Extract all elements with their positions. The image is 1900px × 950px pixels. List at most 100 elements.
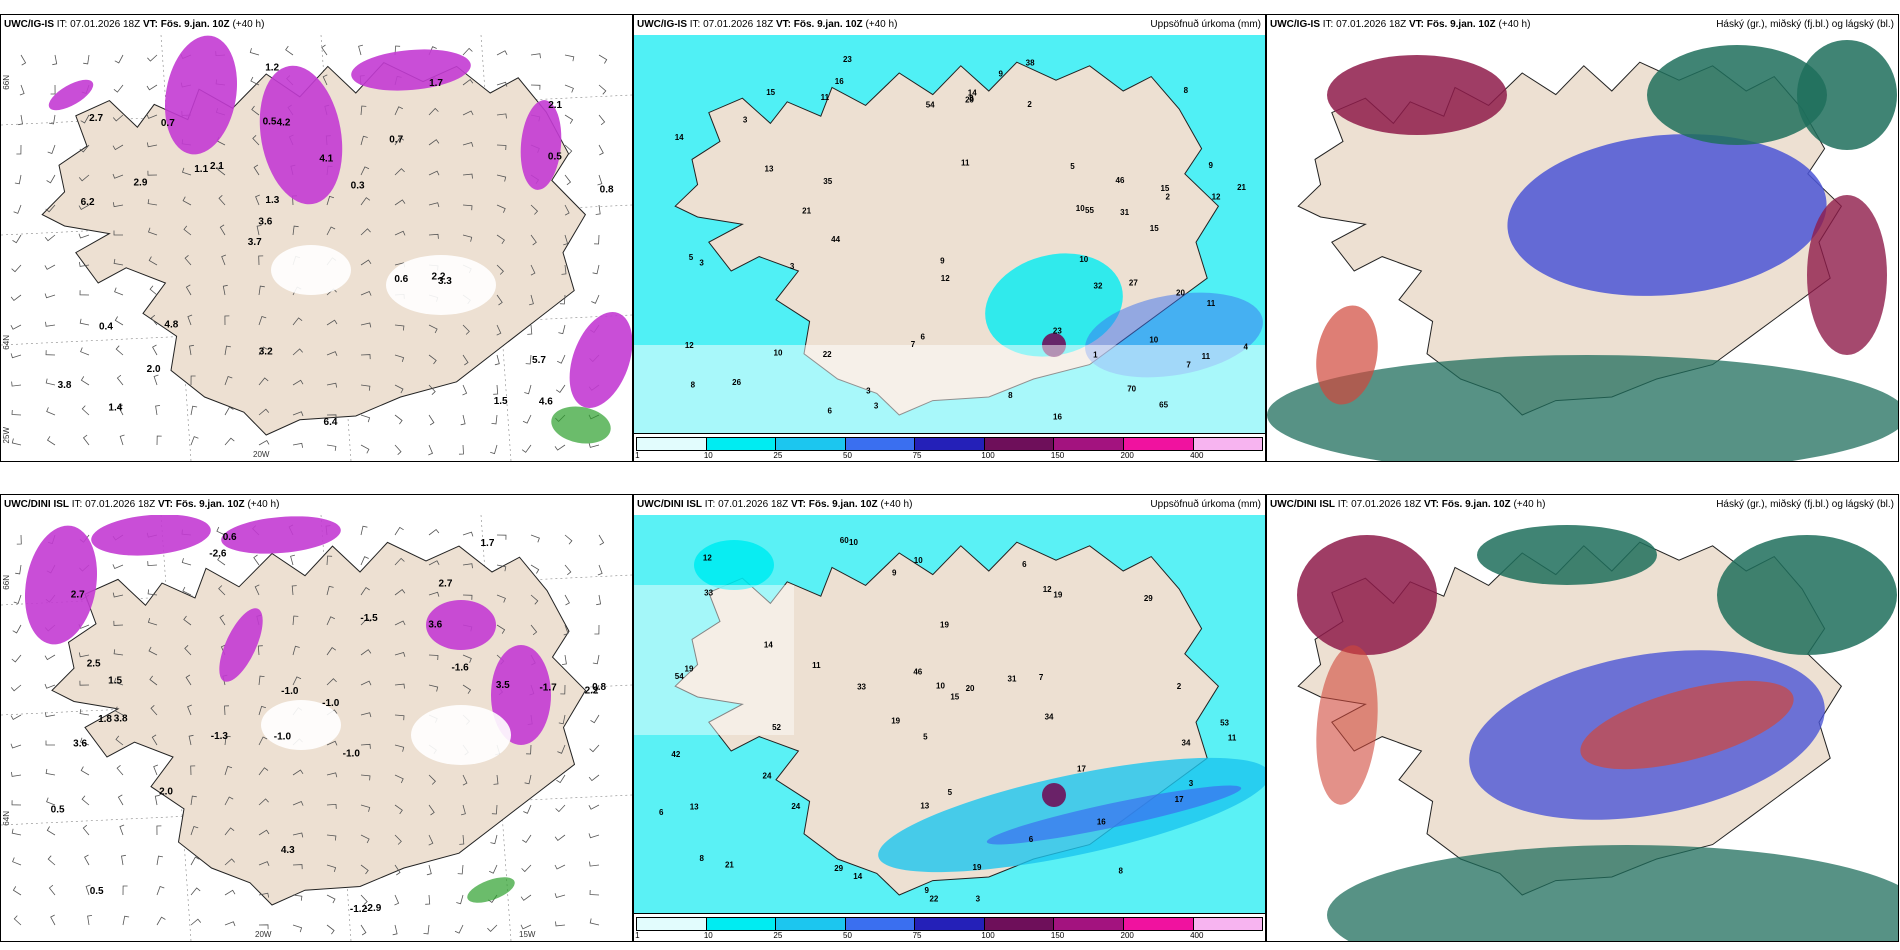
wind-barb: [394, 652, 406, 657]
panel-header: UWC/IG-IS IT: 07.01.2026 18Z VT: Fös. 9.…: [1, 15, 632, 35]
value-label: 16: [1053, 413, 1062, 422]
wind-barb: [156, 916, 166, 926]
wind-barb: [530, 564, 540, 574]
value-label: 15: [950, 692, 959, 701]
precip-max: [1042, 783, 1066, 807]
value-label: -1.2: [350, 904, 368, 915]
wind-barb: [394, 526, 404, 536]
wind-barb: [496, 594, 506, 603]
value-label: 8: [691, 381, 696, 390]
wind-barb: [253, 164, 260, 176]
snow-area: [569, 312, 632, 408]
wind-barb: [394, 106, 403, 116]
wind-barb: [394, 714, 405, 721]
value-label: 12: [685, 341, 694, 350]
value-label: 13: [920, 801, 929, 810]
wind-barb: [113, 677, 124, 686]
wind-barb: [326, 616, 335, 626]
colorbar-tick: 100: [981, 451, 995, 460]
wind-barb: [360, 135, 368, 146]
wind-barb: [462, 173, 473, 179]
panel-header: UWC/IG-IS IT: 07.01.2026 18Z VT: Fös. 9.…: [1267, 15, 1898, 35]
value-label: 46: [913, 668, 922, 677]
value-label: 19: [973, 863, 982, 872]
value-label: 12: [703, 553, 712, 562]
lat-label-66n: 66N: [2, 75, 11, 90]
wind-barb: [190, 795, 197, 806]
wind-barb: [45, 740, 55, 746]
map-canvas: [1267, 40, 1898, 461]
value-label: 1.2: [265, 62, 279, 73]
value-label: 10: [774, 348, 783, 357]
it-value: 07.01.2026 18Z: [1336, 19, 1407, 30]
wind-barb: [326, 647, 337, 656]
snow-area: [91, 514, 211, 556]
wind-barb: [394, 683, 405, 689]
wind-barb: [20, 54, 27, 66]
wind-barb: [360, 166, 370, 176]
wind-barb: [491, 804, 498, 815]
value-label: 24: [763, 771, 772, 780]
wind-barb: [113, 84, 124, 93]
value-label: 9: [892, 568, 897, 577]
wind-barb: [189, 344, 194, 356]
wind-barb: [116, 374, 124, 386]
value-label: 10: [936, 681, 945, 690]
wind-barb: [10, 294, 22, 302]
wind-barb: [489, 864, 498, 874]
model-name: UWC/IG-IS: [637, 19, 687, 30]
wind-barb: [462, 774, 468, 786]
wind-barb: [122, 885, 128, 896]
wind-barb: [462, 79, 474, 86]
wind-barb: [428, 354, 437, 365]
wind-barb: [360, 259, 372, 266]
wind-barb: [496, 534, 507, 540]
wind-barb: [360, 525, 368, 536]
wind-barb: [590, 714, 600, 724]
wind-barb: [460, 414, 466, 426]
wind-barb: [496, 624, 506, 634]
value-label: 7: [1039, 673, 1044, 682]
low-cloud-area: [1507, 134, 1827, 296]
wind-barb: [187, 704, 192, 716]
wind-barb: [184, 645, 192, 656]
colorbar-tick: 25: [773, 931, 783, 940]
wind-barb: [556, 774, 566, 784]
wind-barb: [50, 914, 56, 926]
wind-barb: [221, 254, 227, 266]
wind-barb: [82, 824, 90, 836]
value-label: 11: [1207, 299, 1216, 308]
value-label: 10: [1076, 204, 1085, 213]
wind-barb: [119, 824, 125, 836]
wind-barb: [394, 199, 406, 206]
wind-barb: [292, 379, 304, 386]
wind-barb: [255, 194, 260, 206]
vt-value: Fös. 9.jan. 10Z: [1441, 499, 1511, 510]
value-label: 20: [1176, 289, 1185, 298]
wind-barb: [258, 408, 270, 416]
it-value: 07.01.2026 18Z: [70, 19, 141, 30]
value-label: 2: [1177, 682, 1182, 691]
wind-barb: [496, 324, 502, 336]
wind-barb: [256, 224, 262, 236]
panel-field-title: Háský (gr.), miðský (fj.bl.) og lágský (…: [1716, 499, 1894, 510]
swatch: [845, 438, 916, 450]
high-cloud-area: [1647, 45, 1827, 145]
wind-barb: [122, 915, 130, 926]
wind-barb: [558, 324, 566, 335]
wind-barb: [428, 170, 440, 176]
wind-barb: [394, 230, 406, 236]
value-label: 14: [764, 640, 773, 649]
value-label: 32: [1094, 282, 1103, 291]
wind-barb: [258, 315, 267, 326]
value-label: 1.4: [108, 403, 122, 414]
value-label: 12: [941, 274, 950, 283]
wind-barb: [326, 864, 337, 873]
lead-time: (+40 h): [232, 19, 265, 30]
wind-barb: [564, 564, 572, 576]
value-label: 44: [831, 235, 840, 244]
wind-barb: [522, 834, 532, 844]
wind-barb: [224, 437, 235, 446]
wind-barb: [360, 556, 369, 566]
value-label: 19: [940, 621, 949, 630]
